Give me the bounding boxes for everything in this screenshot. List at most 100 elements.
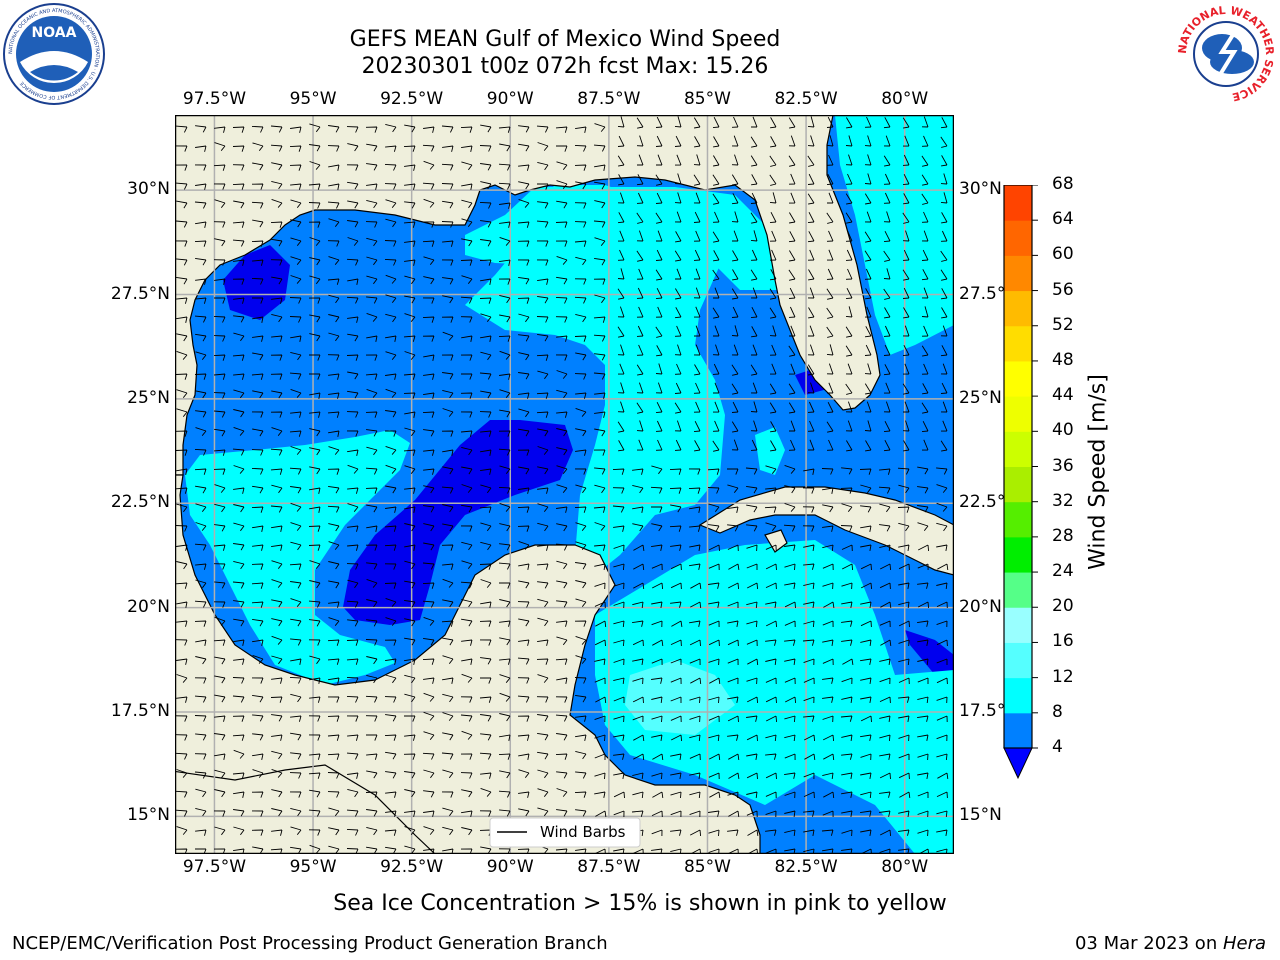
wind-barb <box>404 506 416 513</box>
wind-barb <box>499 350 511 360</box>
wind-barb <box>941 307 948 319</box>
wind-barb <box>826 307 834 319</box>
wind-barb <box>175 487 188 494</box>
lon-tick-bottom-3: 90°W <box>486 857 534 877</box>
lat-tick-left-2: 25°N <box>127 387 170 408</box>
wind-barb <box>271 655 283 665</box>
wind-barb <box>612 468 625 475</box>
wind-barb <box>879 503 891 513</box>
wind-barb <box>613 772 625 779</box>
wind-barb <box>365 221 378 228</box>
wind-barb <box>883 250 891 262</box>
wind-barb <box>845 306 853 318</box>
wind-barb <box>252 525 264 532</box>
wind-barb <box>556 636 568 646</box>
wind-barb <box>708 810 720 817</box>
wind-barb <box>233 297 245 304</box>
wind-barb <box>195 807 207 817</box>
wind-barb <box>461 373 473 380</box>
colorbar-label-68: 68 <box>1052 174 1074 194</box>
wind-barb <box>822 715 834 723</box>
wind-barb <box>404 734 416 741</box>
wind-barb <box>694 440 701 452</box>
wind-barb <box>385 430 397 437</box>
wind-barb <box>747 829 759 836</box>
wind-barb <box>555 296 568 304</box>
wind-barb <box>897 506 910 513</box>
wind-barb <box>826 326 834 338</box>
wind-barb <box>461 541 473 551</box>
wind-barb <box>346 695 359 703</box>
wind-region-caribbean <box>595 540 954 854</box>
wind-barb <box>693 230 701 242</box>
wind-barb <box>442 732 454 741</box>
wind-barb <box>499 373 511 380</box>
wind-barb <box>708 620 720 628</box>
wind-barb <box>365 791 378 798</box>
wind-barb <box>328 541 340 550</box>
wind-barb <box>803 791 815 799</box>
wind-barb <box>176 258 188 266</box>
wind-barb <box>176 276 188 285</box>
wind-barb <box>537 674 549 683</box>
wind-barb <box>232 239 245 247</box>
wind-barb <box>803 677 815 685</box>
wind-barb <box>327 772 340 779</box>
wind-barb <box>936 544 948 551</box>
wind-barb <box>517 221 530 228</box>
lon-tick-bottom-2: 92.5°W <box>380 857 444 877</box>
wind-barb <box>213 373 226 380</box>
wind-barb <box>593 220 606 228</box>
wind-barb <box>441 316 454 323</box>
wind-barb <box>574 335 587 342</box>
wind-barb <box>385 658 397 665</box>
lon-tick-bottom-7: 80°W <box>881 857 929 877</box>
wind-barb <box>690 601 702 609</box>
wind-barb <box>537 487 549 494</box>
wind-barb <box>403 221 416 228</box>
wind-barb <box>690 677 702 685</box>
wind-barb <box>921 402 929 414</box>
wind-barb <box>195 563 207 570</box>
wind-barb <box>290 446 302 455</box>
wind-barb <box>594 734 606 742</box>
wind-barb <box>651 620 663 628</box>
wind-barb <box>845 249 853 261</box>
wind-barb <box>731 325 739 337</box>
wind-barb <box>233 504 245 513</box>
wind-barb <box>461 810 473 817</box>
wind-barb <box>385 351 397 360</box>
wind-barb <box>460 525 473 532</box>
wind-barb <box>940 345 948 357</box>
wind-barb <box>195 639 207 646</box>
wind-barb <box>921 211 929 223</box>
colorbar-under-arrow <box>1003 747 1033 780</box>
footer-branch: NCEP/EMC/Verification Post Processing Pr… <box>12 933 608 954</box>
wind-barb <box>617 306 625 318</box>
wind-barb <box>822 734 835 742</box>
wind-barb <box>308 544 321 551</box>
wind-barb <box>765 639 777 646</box>
wind-barb <box>655 382 663 394</box>
wind-barb <box>769 363 777 375</box>
wind-barb <box>902 212 910 224</box>
wind-barb <box>636 230 644 242</box>
wind-barb <box>346 164 359 171</box>
wind-barb <box>903 307 910 319</box>
wind-barb <box>845 326 853 338</box>
wind-barb <box>669 487 682 494</box>
wind-barb <box>769 174 777 186</box>
wind-barb <box>556 389 568 399</box>
wind-barb <box>499 389 511 398</box>
wind-barb <box>175 715 188 722</box>
wind-barb <box>556 484 568 493</box>
wind-barb <box>574 373 587 380</box>
wind-barb <box>175 582 188 589</box>
wind-barb <box>764 506 777 513</box>
wind-barb <box>826 363 834 375</box>
wind-barb <box>328 256 340 265</box>
wind-barb <box>750 155 758 167</box>
wind-barb <box>750 364 758 376</box>
wind-barb <box>731 174 739 186</box>
wind-barb <box>404 674 416 684</box>
